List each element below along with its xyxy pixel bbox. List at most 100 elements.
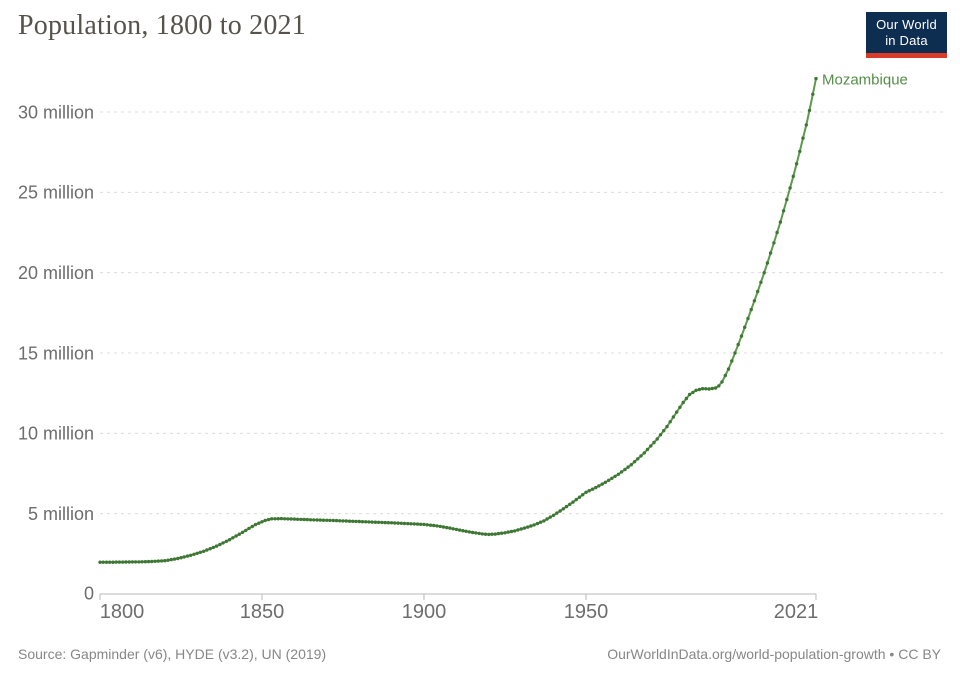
owid-logo-text-line2: in Data xyxy=(885,32,928,48)
data-point-marker xyxy=(111,560,115,564)
data-point-marker xyxy=(574,497,578,502)
data-point-marker xyxy=(312,518,316,522)
data-point-marker xyxy=(632,460,637,464)
data-point-marker xyxy=(396,521,400,525)
data-point-marker xyxy=(704,387,708,391)
data-point-marker xyxy=(736,342,740,347)
data-point-marker xyxy=(587,489,591,493)
data-point-marker xyxy=(295,517,300,521)
data-point-marker xyxy=(202,549,206,553)
data-point-marker xyxy=(415,522,420,526)
data-point-marker xyxy=(470,530,475,535)
y-tick-label: 0 xyxy=(84,583,94,603)
owid-logo[interactable]: Our World in Data xyxy=(866,12,947,58)
data-point-marker xyxy=(237,532,241,536)
data-point-marker xyxy=(409,522,413,526)
data-point-marker xyxy=(159,559,164,563)
data-point-marker xyxy=(257,521,261,525)
x-tick-label: 1800 xyxy=(100,601,145,623)
data-point-marker xyxy=(600,482,604,486)
data-point-marker xyxy=(678,405,682,409)
data-point-marker xyxy=(435,524,439,528)
data-point-marker xyxy=(224,539,229,543)
data-point-marker xyxy=(765,261,770,265)
data-point-marker xyxy=(655,437,659,441)
data-point-marker xyxy=(192,552,196,556)
data-point-marker xyxy=(325,518,329,522)
data-point-marker xyxy=(801,136,805,140)
data-point-marker xyxy=(231,536,235,540)
data-point-marker xyxy=(594,485,598,490)
owid-logo-red-bar xyxy=(866,53,947,58)
data-point-marker xyxy=(642,451,646,455)
data-point-marker xyxy=(445,525,449,530)
data-point-marker xyxy=(302,517,306,522)
data-point-marker xyxy=(629,463,633,467)
data-point-marker xyxy=(124,560,128,564)
data-point-marker xyxy=(496,531,501,536)
data-point-marker xyxy=(503,531,507,535)
data-point-marker xyxy=(198,550,203,554)
x-tick-label: 1900 xyxy=(402,601,447,623)
data-point-marker xyxy=(645,447,650,452)
data-point-marker xyxy=(189,553,193,557)
data-point-marker xyxy=(649,444,653,448)
data-point-marker xyxy=(283,517,287,521)
data-point-marker xyxy=(691,390,695,395)
data-point-marker xyxy=(665,424,669,429)
data-point-marker xyxy=(389,521,394,525)
data-point-marker xyxy=(101,560,105,564)
data-point-marker xyxy=(662,429,666,433)
data-point-marker xyxy=(169,557,173,562)
data-point-marker xyxy=(214,544,219,548)
data-point-marker xyxy=(253,522,258,527)
data-point-marker xyxy=(367,520,371,524)
data-point-marker xyxy=(373,520,378,524)
data-point-marker xyxy=(558,509,562,513)
data-point-marker xyxy=(671,415,676,419)
data-point-marker xyxy=(422,522,426,527)
data-point-marker xyxy=(726,367,731,371)
data-point-marker xyxy=(289,517,293,521)
data-point-marker xyxy=(331,518,335,523)
data-point-marker xyxy=(487,532,491,537)
x-tick-label: 1850 xyxy=(240,601,285,623)
data-point-marker xyxy=(700,387,705,391)
data-point-marker xyxy=(720,380,724,384)
data-point-marker xyxy=(133,560,138,564)
data-point-marker xyxy=(266,517,271,522)
data-point-marker xyxy=(794,162,799,166)
data-point-marker xyxy=(334,518,339,523)
data-point-marker xyxy=(425,523,429,527)
data-point-marker xyxy=(564,504,569,509)
data-point-marker xyxy=(127,560,131,564)
data-point-marker xyxy=(273,517,277,521)
data-point-marker xyxy=(286,517,290,521)
data-point-marker xyxy=(182,555,186,559)
data-point-marker xyxy=(370,520,374,524)
data-point-marker xyxy=(658,433,663,437)
data-point-marker xyxy=(376,520,381,524)
data-point-marker xyxy=(545,517,549,521)
data-point-marker xyxy=(146,559,151,564)
data-point-marker xyxy=(739,334,744,338)
data-point-marker xyxy=(687,392,692,397)
data-point-marker xyxy=(98,560,102,564)
data-point-marker xyxy=(811,92,815,97)
y-tick-label: 25 million xyxy=(18,183,94,203)
data-point-marker xyxy=(279,516,284,521)
data-point-marker xyxy=(516,528,520,532)
data-point-marker xyxy=(357,519,361,524)
data-point-marker xyxy=(250,524,254,529)
data-point-marker xyxy=(490,532,494,536)
chart-footer: Source: Gapminder (v6), HYDE (v3.2), UN … xyxy=(0,640,960,666)
data-point-marker xyxy=(247,526,251,531)
attribution-link[interactable]: OurWorldInData.org/world-population-grow… xyxy=(607,646,941,662)
data-point-marker xyxy=(347,519,352,523)
data-point-marker xyxy=(477,531,481,536)
data-point-marker xyxy=(461,529,465,533)
data-point-marker xyxy=(571,500,575,504)
data-point-marker xyxy=(603,480,608,484)
source-text: Source: Gapminder (v6), HYDE (v3.2), UN … xyxy=(18,646,327,662)
